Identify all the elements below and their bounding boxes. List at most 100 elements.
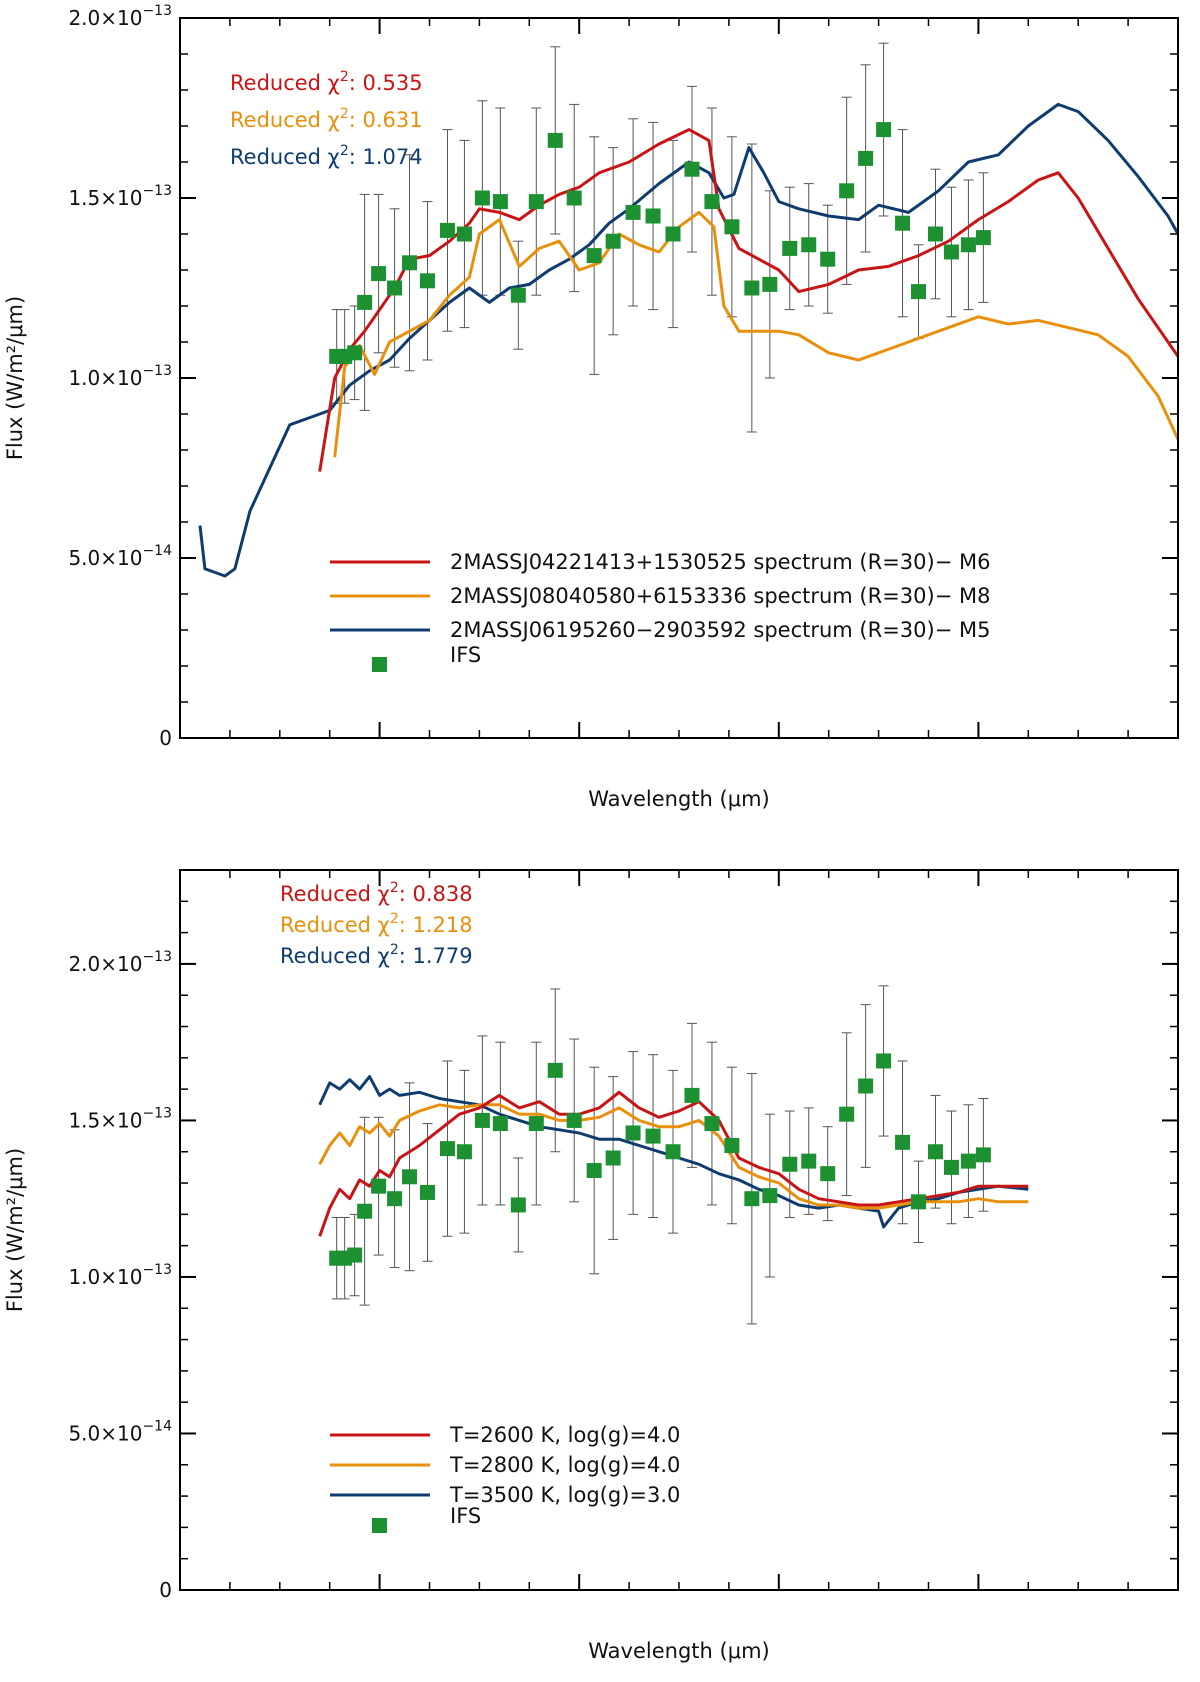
- ifs-point: [724, 219, 740, 235]
- ifs-point: [665, 226, 681, 242]
- chi-prefix: Reduced χ: [280, 882, 390, 906]
- ifs-point: [911, 1194, 927, 1210]
- y-tick-mantissa: 2.0×10: [68, 952, 142, 976]
- chi-value: : 0.838: [399, 882, 473, 906]
- y-tick-label: 5.0×10−14: [68, 1418, 172, 1445]
- ifs-point: [744, 280, 760, 296]
- ifs-point: [724, 1137, 740, 1153]
- ifs-point: [744, 1191, 760, 1207]
- ifs-point: [927, 1144, 943, 1160]
- y-tick-mantissa: 5.0×10: [68, 546, 142, 570]
- y-tick-label: 0: [159, 726, 172, 750]
- ifs-point: [357, 294, 373, 310]
- legend-swatch-marker: [372, 1518, 387, 1533]
- ifs-point: [566, 1112, 582, 1128]
- chi-superscript: 2: [390, 911, 399, 927]
- ifs-point: [911, 284, 927, 300]
- legend-label: 2MASSJ04221413+1530525 spectrum (R=30)− …: [450, 550, 990, 574]
- y-tick-label: 2.0×10−13: [68, 949, 172, 976]
- ifs-point: [347, 345, 363, 361]
- ifs-point: [684, 1087, 700, 1103]
- ifs-point: [943, 1159, 959, 1175]
- ifs-point: [586, 1163, 602, 1179]
- ifs-point: [839, 183, 855, 199]
- ifs-point: [960, 237, 976, 253]
- y-tick-exponent: −14: [142, 543, 172, 559]
- ifs-point: [625, 204, 641, 220]
- ifs-point: [605, 233, 621, 249]
- chi-square-stat: Reduced χ2: 0.838: [280, 880, 473, 906]
- y-tick-label: 1.0×10−13: [68, 363, 172, 390]
- ifs-point: [960, 1153, 976, 1169]
- chi-square-stat: Reduced χ2: 0.631: [230, 106, 423, 132]
- ifs-point: [975, 230, 991, 246]
- ifs-point: [474, 1112, 490, 1128]
- ifs-point: [927, 226, 943, 242]
- ifs-point: [782, 240, 798, 256]
- chi-superscript: 2: [340, 106, 349, 122]
- ifs-point: [895, 215, 911, 231]
- ifs-point: [402, 1169, 418, 1185]
- chi-value: : 0.535: [349, 71, 423, 95]
- y-tick-exponent: −13: [142, 183, 172, 199]
- ifs-point: [876, 1053, 892, 1069]
- legend-label: IFS: [450, 1504, 481, 1528]
- chi-value: : 1.779: [399, 944, 473, 968]
- ifs-point: [858, 150, 874, 166]
- ifs-point: [456, 226, 472, 242]
- y-tick-mantissa: 2.0×10: [68, 6, 142, 30]
- ifs-point: [371, 1178, 387, 1194]
- ifs-point: [876, 122, 892, 138]
- chart-panel-2: 05.0×10−141.0×10−131.5×10−132.0×10−13Wav…: [3, 869, 1179, 1663]
- series-line-2: [333, 210, 1178, 458]
- ifs-point: [420, 1184, 436, 1200]
- y-tick-mantissa: 0: [159, 726, 172, 750]
- ifs-point: [684, 161, 700, 177]
- ifs-point: [586, 248, 602, 264]
- chi-square-stat: Reduced χ2: 1.779: [280, 942, 473, 968]
- ifs-point: [839, 1106, 855, 1122]
- ifs-point: [347, 1247, 363, 1263]
- series-line-3: [318, 1075, 1029, 1229]
- ifs-point: [858, 1078, 874, 1094]
- x-axis-label: Wavelength (μm): [588, 1639, 769, 1663]
- series-line-3: [198, 102, 1178, 578]
- ifs-point: [895, 1134, 911, 1150]
- plot-area: [198, 42, 1178, 578]
- legend-label: 2MASSJ08040580+6153336 spectrum (R=30)− …: [450, 584, 990, 608]
- legend: T=2600 K, log(g)=4.0 T=2800 K, log(g)=4.0…: [330, 1423, 680, 1533]
- y-tick-mantissa: 5.0×10: [68, 1421, 142, 1445]
- y-tick-label: 2.0×10−13: [68, 3, 172, 30]
- ifs-point: [762, 276, 778, 292]
- ifs-point: [801, 1153, 817, 1169]
- ifs-point: [820, 251, 836, 267]
- plot-frame: [179, 17, 1179, 739]
- ifs-point: [665, 1144, 681, 1160]
- chi-value: : 1.074: [349, 145, 423, 169]
- chi-prefix: Reduced χ: [230, 71, 340, 95]
- ifs-point: [605, 1150, 621, 1166]
- ifs-point: [704, 194, 720, 210]
- ifs-point: [492, 194, 508, 210]
- chi-square-stat: Reduced χ2: 0.535: [230, 69, 423, 95]
- ifs-point: [474, 190, 490, 206]
- ifs-point: [762, 1188, 778, 1204]
- ifs-point: [456, 1144, 472, 1160]
- y-tick-mantissa: 1.5×10: [68, 186, 142, 210]
- plot-frame: [179, 869, 1179, 1591]
- series-line-2: [318, 1103, 1029, 1210]
- series-line-1: [318, 1090, 1029, 1237]
- ifs-point: [704, 1116, 720, 1132]
- y-tick-exponent: −13: [142, 1105, 172, 1121]
- ifs-point: [820, 1166, 836, 1182]
- ifs-point: [387, 1191, 403, 1207]
- y-tick-label: 0: [159, 1578, 172, 1602]
- y-tick-label: 1.0×10−13: [68, 1262, 172, 1289]
- chi-superscript: 2: [390, 942, 399, 958]
- ifs-point: [547, 1062, 563, 1078]
- ifs-point: [975, 1147, 991, 1163]
- legend-label: T=3500 K, log(g)=3.0: [449, 1483, 680, 1507]
- legend-label: 2MASSJ06195260−2903592 spectrum (R=30)− …: [450, 618, 990, 642]
- series-line-1: [318, 128, 1178, 472]
